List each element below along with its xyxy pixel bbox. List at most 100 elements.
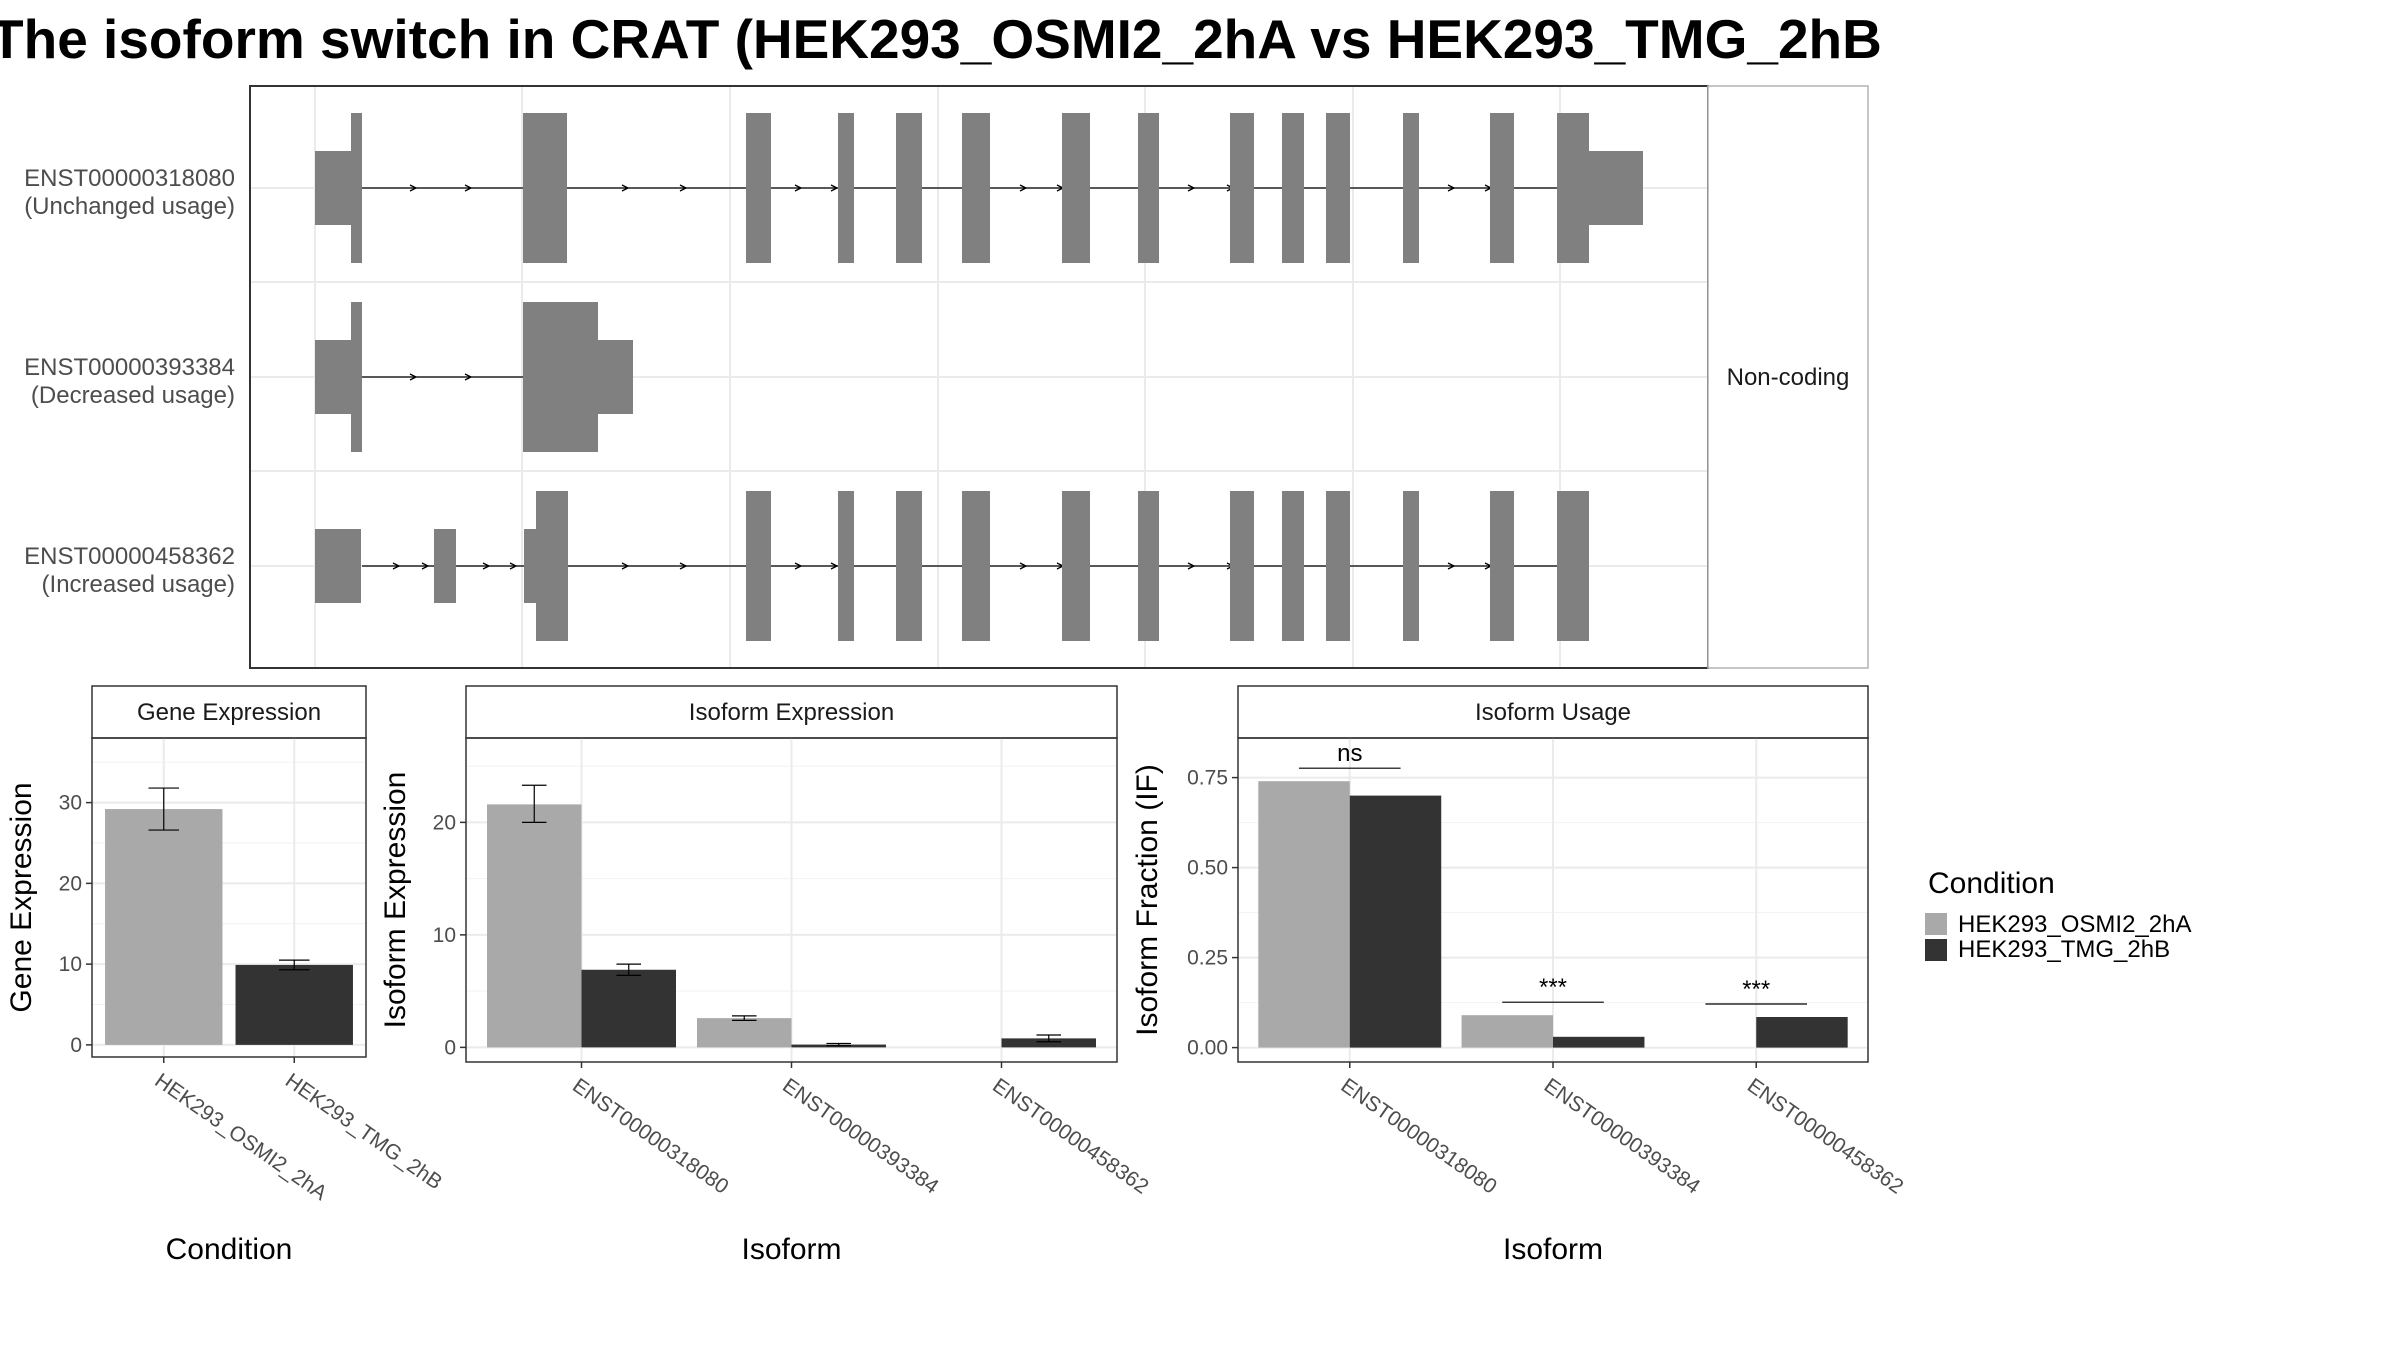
exon-block [536, 491, 568, 641]
exon-block [1557, 491, 1589, 641]
transcript-usage-label: (Unchanged usage) [24, 193, 235, 220]
x-tick-label: ENST00000318080 [568, 1074, 732, 1199]
intron-arrow [1019, 562, 1028, 570]
transcript-label-ENST00000318080: ENST00000318080 [24, 165, 235, 192]
exon-block [962, 491, 990, 641]
exon-block [962, 113, 990, 263]
intron-arrow [621, 184, 630, 192]
exon-block [1062, 113, 1090, 263]
intron-arrow [1187, 562, 1196, 570]
bar-HEK293_TMG_2hB-ENST00000393384 [1553, 1036, 1645, 1048]
error-bar [731, 1015, 757, 1021]
y-tick-label: 0.25 [1187, 947, 1228, 970]
legend-key-osmi2 [1925, 913, 1947, 935]
exon-block [595, 340, 633, 414]
exon-block [1490, 113, 1514, 263]
significance-label: ns [1337, 740, 1362, 767]
error-bar [148, 787, 180, 831]
bar-HEK293_OSMI2_2hA-ENST00000393384 [697, 1018, 792, 1048]
legend-key-tmg [1925, 939, 1947, 961]
significance-label: *** [1742, 976, 1770, 1003]
y-tick-label: 20 [433, 811, 456, 834]
isoform-usage-panel: Isoform Usage ns *** *** 0.00 0.25 0.50 0.75 ENS… [1131, 685, 1907, 1266]
exon-block [896, 491, 922, 641]
exon-block [1326, 113, 1350, 263]
error-bar [278, 959, 310, 971]
exon-block [351, 302, 362, 452]
transcript-usage-label: (Increased usage) [42, 571, 235, 598]
error-bar [1036, 1034, 1062, 1043]
x-tick-label: ENST00000458362 [988, 1074, 1152, 1199]
bar-HEK293_TMG_2hB-HEK293_TMG_2hB [235, 964, 353, 1045]
panel-border [91, 737, 367, 1058]
transcript-model-ENST00000393384 [315, 302, 633, 452]
y-tick-label: 10 [433, 924, 456, 947]
intron-arrow [482, 562, 491, 570]
significance-label: *** [1539, 974, 1567, 1001]
y-axis-title: Isoform Fraction (IF) [1131, 764, 1164, 1036]
strip-title: Isoform Usage [1475, 699, 1631, 726]
y-tick-label: 0 [70, 1034, 82, 1057]
bar-HEK293_OSMI2_2hA-ENST00000318080 [1258, 781, 1350, 1048]
intron-arrow [1187, 184, 1196, 192]
exon-block [351, 113, 362, 263]
y-tick-label: 30 [59, 792, 82, 815]
intron-arrow [464, 184, 473, 192]
exon-block [1138, 491, 1159, 641]
intron-arrow [421, 562, 430, 570]
intron-arrow [830, 562, 839, 570]
exon-block [1403, 491, 1419, 641]
bar-HEK293_TMG_2hB-ENST00000458362 [1001, 1038, 1096, 1048]
intron-arrow [409, 184, 418, 192]
exon-block [1230, 491, 1254, 641]
exon-block [523, 113, 567, 263]
y-tick-label: 0.50 [1187, 857, 1228, 880]
x-axis-title: Isoform [1503, 1233, 1603, 1266]
figure-title: The isoform switch in CRAT (HEK293_OSMI2… [0, 8, 1882, 70]
bar-HEK293_OSMI2_2hA-ENST00000318080 [487, 804, 582, 1048]
transcript-model-ENST00000318080 [315, 113, 1643, 263]
intron-arrow [794, 184, 803, 192]
error-bar [826, 1042, 852, 1047]
exon-block [746, 491, 771, 641]
bar-HEK293_OSMI2_2hA-HEK293_OSMI2_2hA [105, 809, 223, 1045]
exon-block [315, 529, 361, 603]
gene-structure-panel: Non-coding ENST00000318080(Unchanged usag… [24, 85, 1869, 669]
structure-strip-label: Non-coding [1727, 364, 1850, 391]
bar-HEK293_OSMI2_2hA-ENST00000393384 [1461, 1015, 1553, 1048]
exon-block [1490, 491, 1514, 641]
legend-label-osmi2: HEK293_OSMI2_2hA [1958, 911, 2191, 938]
exon-block [1282, 491, 1304, 641]
strip-title: Gene Expression [137, 699, 321, 726]
intron-arrow [830, 184, 839, 192]
intron-arrow [392, 562, 401, 570]
strip-title: Isoform Expression [689, 699, 894, 726]
x-tick-label: ENST00000393384 [1540, 1074, 1705, 1199]
intron-arrow [679, 562, 688, 570]
transcript-model-ENST00000458362 [315, 491, 1589, 641]
strip-box [465, 685, 1118, 739]
exon-block [1282, 113, 1304, 263]
x-tick-label: ENST00000393384 [778, 1074, 943, 1199]
exon-block [1230, 113, 1254, 263]
x-tick-label: ENST00000458362 [1743, 1074, 1907, 1199]
bar-HEK293_TMG_2hB-ENST00000318080 [581, 969, 676, 1048]
x-axis-title: Condition [166, 1233, 293, 1266]
bar-HEK293_TMG_2hB-ENST00000318080 [1349, 795, 1442, 1048]
exon-block [838, 113, 854, 263]
y-axis-title: Gene Expression [5, 782, 38, 1012]
x-axis-title: Isoform [741, 1233, 841, 1266]
y-tick-label: 0.00 [1187, 1037, 1228, 1060]
structure-strip-box [1707, 85, 1869, 669]
exon-block [1557, 113, 1589, 263]
exon-block [1326, 491, 1350, 641]
legend-label-tmg: HEK293_TMG_2hB [1958, 936, 2170, 963]
y-tick-label: 0 [444, 1036, 456, 1059]
transcript-label-ENST00000393384: ENST00000393384 [24, 354, 235, 381]
intron-arrow [621, 562, 630, 570]
y-tick-label: 20 [59, 872, 82, 895]
y-axis-title: Isoform Expression [379, 772, 412, 1029]
exon-block [1138, 113, 1159, 263]
